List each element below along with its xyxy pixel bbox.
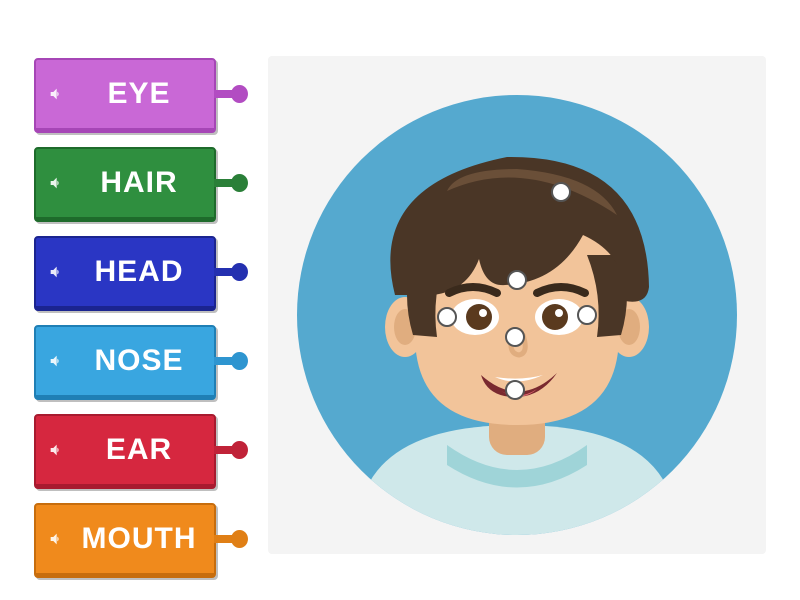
speaker-icon[interactable]	[36, 264, 76, 280]
labels-column: EYE HAIR HEAD	[34, 58, 216, 578]
speaker-icon[interactable]	[36, 353, 76, 369]
portrait	[297, 95, 737, 535]
label-text: NOSE	[76, 344, 214, 378]
label-connector[interactable]	[214, 530, 248, 548]
label-connector[interactable]	[214, 441, 248, 459]
pin-eye-left[interactable]	[437, 307, 457, 327]
pin-head[interactable]	[507, 270, 527, 290]
pin-eye-right[interactable]	[577, 305, 597, 325]
stage: EYE HAIR HEAD	[0, 0, 800, 600]
label-text: EAR	[76, 433, 214, 467]
label-connector[interactable]	[214, 263, 248, 281]
speaker-icon[interactable]	[36, 531, 76, 547]
label-connector[interactable]	[214, 174, 248, 192]
label-connector[interactable]	[214, 85, 248, 103]
pin-nose[interactable]	[505, 327, 525, 347]
label-mouth[interactable]: MOUTH	[34, 503, 216, 578]
label-text: HEAD	[76, 255, 214, 289]
label-eye[interactable]: EYE	[34, 58, 216, 133]
speaker-icon[interactable]	[36, 86, 76, 102]
label-connector[interactable]	[214, 352, 248, 370]
label-text: HAIR	[76, 166, 214, 200]
label-text: EYE	[76, 77, 214, 111]
label-head[interactable]: HEAD	[34, 236, 216, 311]
pin-hair[interactable]	[551, 182, 571, 202]
pin-mouth[interactable]	[505, 380, 525, 400]
label-text: MOUTH	[76, 522, 214, 556]
image-panel	[268, 56, 766, 554]
speaker-icon[interactable]	[36, 175, 76, 191]
label-nose[interactable]: NOSE	[34, 325, 216, 400]
label-ear[interactable]: EAR	[34, 414, 216, 489]
speaker-icon[interactable]	[36, 442, 76, 458]
boy-illustration	[297, 95, 737, 535]
label-hair[interactable]: HAIR	[34, 147, 216, 222]
